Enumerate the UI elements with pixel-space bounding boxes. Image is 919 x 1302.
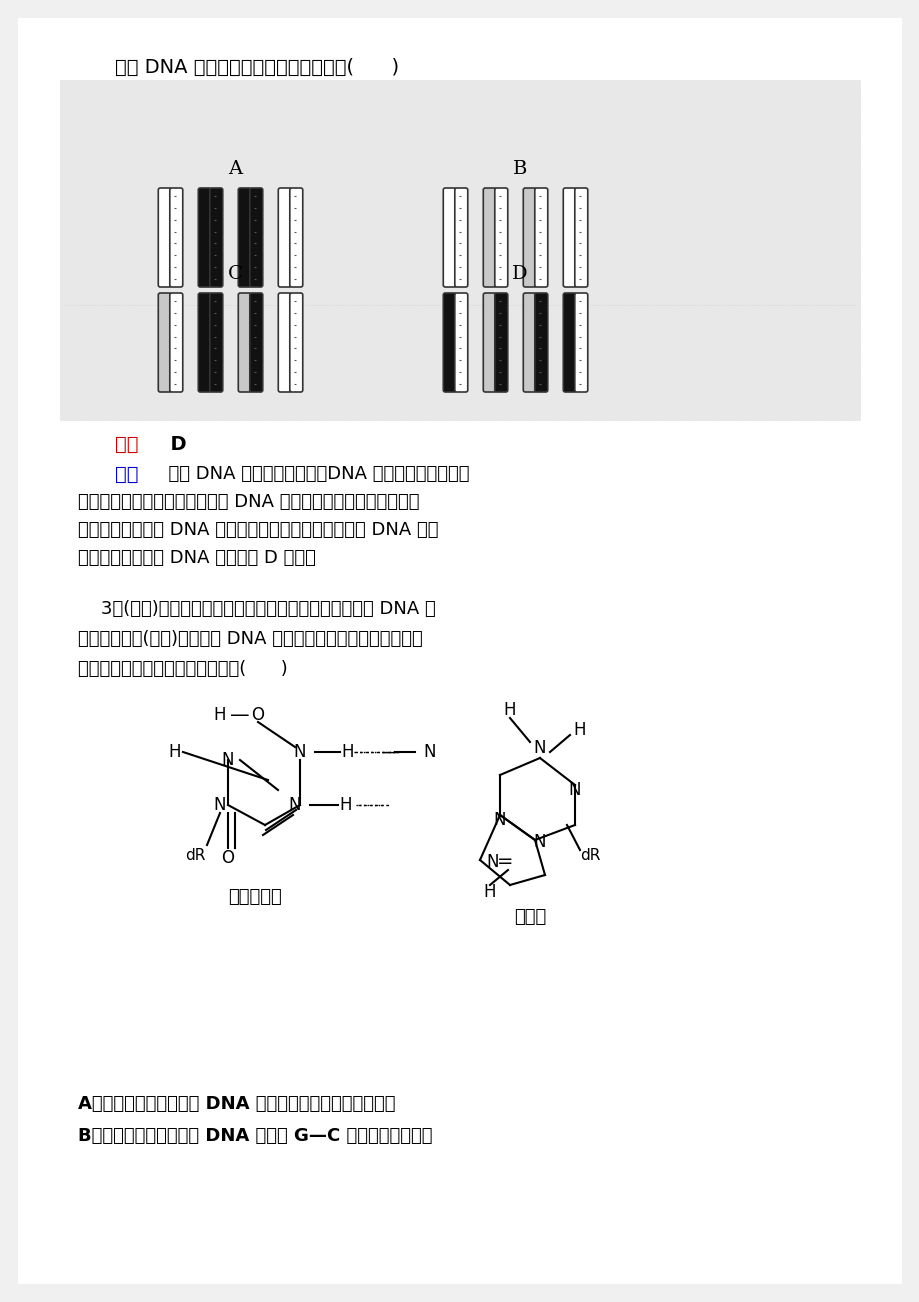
- Text: 制，因此复制一次后得到的两个 DNA 分子只含有白色和灰色，而第: 制，因此复制一次后得到的两个 DNA 分子只含有白色和灰色，而第: [78, 493, 419, 510]
- FancyBboxPatch shape: [278, 187, 291, 286]
- FancyBboxPatch shape: [482, 187, 495, 286]
- Bar: [60, 79, 859, 421]
- Text: dR: dR: [579, 848, 599, 862]
- FancyBboxPatch shape: [289, 293, 302, 392]
- FancyBboxPatch shape: [278, 293, 291, 392]
- FancyBboxPatch shape: [250, 187, 263, 286]
- Text: 答案: 答案: [115, 435, 139, 454]
- Text: N: N: [533, 833, 546, 852]
- FancyBboxPatch shape: [289, 187, 302, 286]
- FancyBboxPatch shape: [574, 187, 587, 286]
- FancyBboxPatch shape: [210, 187, 222, 286]
- Text: H: H: [168, 743, 181, 760]
- Text: 化胞嘧啶，下列相关叙述正确的是(      ): 化胞嘧啶，下列相关叙述正确的是( ): [78, 660, 288, 678]
- FancyBboxPatch shape: [454, 293, 467, 392]
- Text: N: N: [293, 743, 306, 760]
- FancyBboxPatch shape: [199, 293, 211, 392]
- FancyBboxPatch shape: [562, 187, 575, 286]
- FancyBboxPatch shape: [523, 293, 536, 392]
- Text: 双链 DNA 分子连续复制两次后的产物是(      ): 双链 DNA 分子连续复制两次后的产物是( ): [115, 59, 399, 77]
- Text: B: B: [512, 160, 527, 178]
- Text: N: N: [486, 853, 499, 871]
- FancyBboxPatch shape: [523, 187, 536, 286]
- Text: H: H: [341, 743, 354, 760]
- Text: 亲代 DNA 双链用白色表示，DNA 复制方式是半保留复: 亲代 DNA 双链用白色表示，DNA 复制方式是半保留复: [157, 465, 469, 483]
- Text: dR: dR: [185, 848, 205, 862]
- Text: N: N: [289, 796, 301, 814]
- Text: D: D: [157, 435, 187, 454]
- FancyBboxPatch shape: [199, 187, 211, 286]
- Text: 制时发生错配(如图)。若一个 DNA 片段的两个胞嘧啶分子转变为羟: 制时发生错配(如图)。若一个 DNA 片段的两个胞嘧啶分子转变为羟: [78, 630, 423, 648]
- Text: N: N: [221, 751, 234, 769]
- FancyBboxPatch shape: [482, 293, 495, 392]
- FancyBboxPatch shape: [250, 293, 263, 392]
- Text: C: C: [227, 266, 243, 283]
- FancyBboxPatch shape: [158, 187, 171, 286]
- Text: 二次复制以这两个 DNA 分子的四条链为模板合成的四个 DNA 分子: 二次复制以这两个 DNA 分子的四条链为模板合成的四个 DNA 分子: [78, 521, 438, 539]
- FancyBboxPatch shape: [534, 187, 547, 286]
- FancyBboxPatch shape: [158, 293, 171, 392]
- Text: H: H: [339, 796, 352, 814]
- Text: 羟化胞嘧啶: 羟化胞嘧啶: [228, 888, 281, 906]
- FancyBboxPatch shape: [534, 293, 547, 392]
- Text: A: A: [228, 160, 242, 178]
- FancyBboxPatch shape: [238, 187, 251, 286]
- Text: —: —: [230, 706, 250, 724]
- FancyBboxPatch shape: [210, 293, 222, 392]
- Text: N: N: [568, 781, 581, 799]
- Text: —: —: [380, 743, 399, 760]
- FancyBboxPatch shape: [443, 187, 456, 286]
- FancyBboxPatch shape: [562, 293, 575, 392]
- Text: N: N: [533, 740, 546, 756]
- FancyBboxPatch shape: [454, 187, 467, 286]
- FancyBboxPatch shape: [443, 293, 456, 392]
- Text: O: O: [221, 849, 234, 867]
- FancyBboxPatch shape: [238, 293, 251, 392]
- Text: N: N: [213, 796, 226, 814]
- Text: =: =: [496, 853, 513, 871]
- Text: 3．(多选)羟胺可使胞嘧啶分子转变为羟化胞嘧啶，导致 DNA 复: 3．(多选)羟胺可使胞嘧啶分子转变为羟化胞嘧啶，导致 DNA 复: [78, 600, 436, 618]
- Text: H: H: [504, 700, 516, 719]
- Text: H: H: [573, 721, 585, 740]
- FancyBboxPatch shape: [494, 187, 507, 286]
- Text: 解析: 解析: [115, 465, 139, 484]
- Text: A．该片段复制后的子代 DNA 分子上的碱基序列都发生改变: A．该片段复制后的子代 DNA 分子上的碱基序列都发生改变: [78, 1095, 395, 1113]
- Text: N: N: [494, 811, 505, 829]
- FancyBboxPatch shape: [494, 293, 507, 392]
- Text: 中，都含有黑色的 DNA 子链，故 D 正确。: 中，都含有黑色的 DNA 子链，故 D 正确。: [78, 549, 315, 566]
- Text: D: D: [512, 266, 528, 283]
- FancyBboxPatch shape: [170, 293, 183, 392]
- Text: H: H: [483, 883, 495, 901]
- Text: 腺嘌呤: 腺嘌呤: [514, 907, 546, 926]
- Text: N: N: [424, 743, 436, 760]
- Text: H: H: [213, 706, 226, 724]
- Text: B．该片段复制后的子代 DNA 分子中 G—C 碱基对与总碱基对: B．该片段复制后的子代 DNA 分子中 G—C 碱基对与总碱基对: [78, 1128, 432, 1144]
- FancyBboxPatch shape: [574, 293, 587, 392]
- FancyBboxPatch shape: [170, 187, 183, 286]
- Text: O: O: [251, 706, 265, 724]
